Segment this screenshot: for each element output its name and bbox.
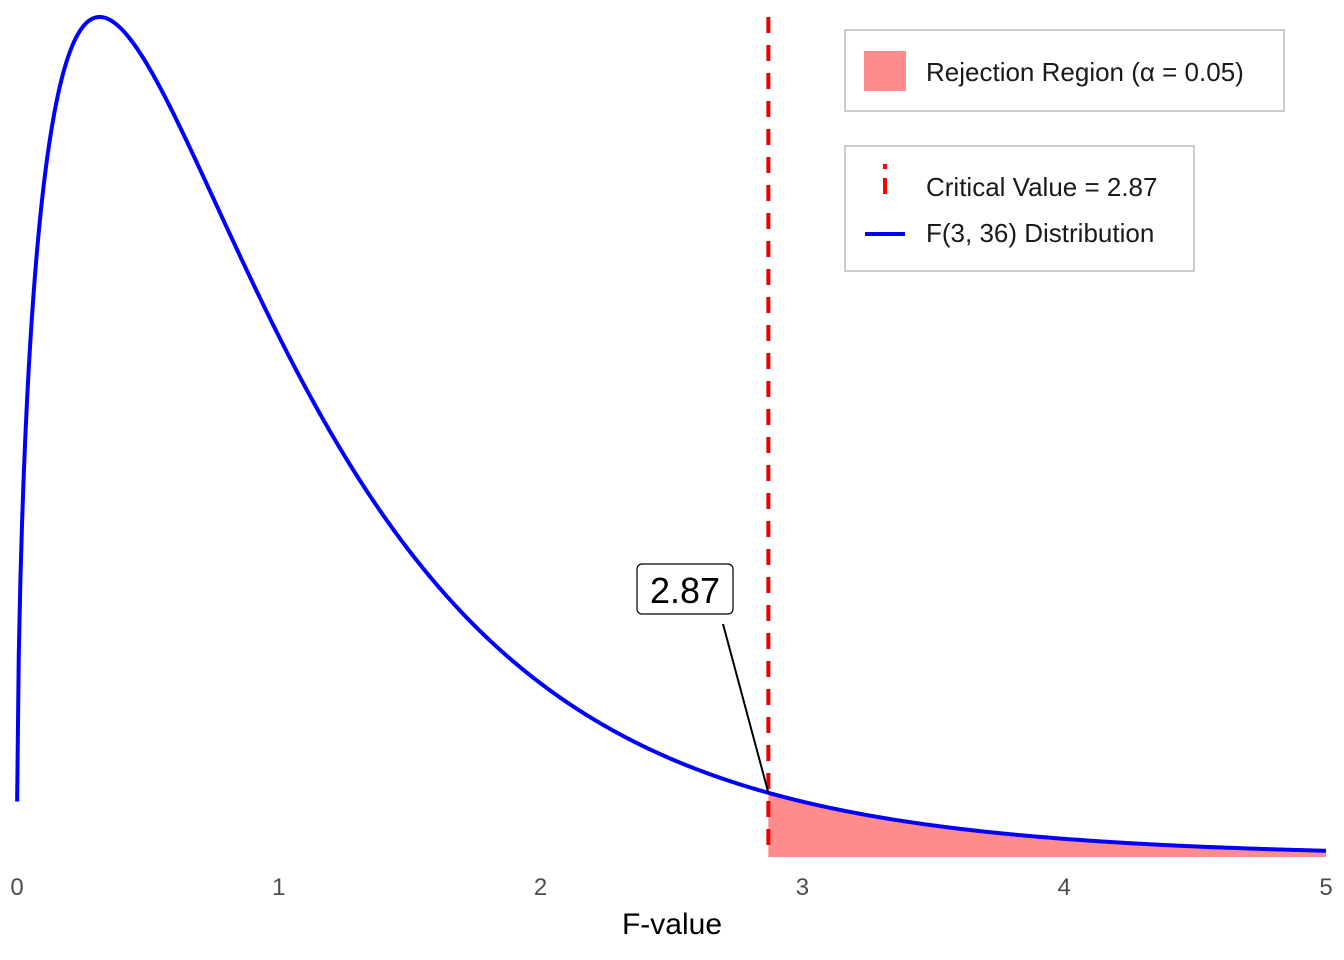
x-axis-title: F-value bbox=[622, 908, 722, 941]
x-axis-tick-labels: 0 1 2 3 4 5 bbox=[10, 874, 1332, 901]
rejection-region-legend-key bbox=[864, 51, 906, 91]
x-tick-label: 4 bbox=[1058, 874, 1071, 901]
rejection-region-fill bbox=[768, 792, 1326, 857]
legend-box bbox=[844, 145, 1195, 272]
critical-value-annotation-box bbox=[636, 563, 734, 615]
x-tick-label: 3 bbox=[796, 874, 809, 901]
critical-value-legend-label: Critical Value = 2.87 bbox=[926, 172, 1157, 202]
x-tick-label: 0 bbox=[10, 874, 23, 901]
annotation-leader-line bbox=[722, 623, 770, 794]
legend-box bbox=[844, 29, 1285, 112]
legend-lines: Critical Value = 2.87 F(3, 36) Distribut… bbox=[844, 145, 1195, 272]
critical-value-annotation: 2.87 bbox=[650, 570, 720, 611]
x-tick-label: 2 bbox=[534, 874, 547, 901]
legend-rejection-region: Rejection Region (α = 0.05) bbox=[844, 29, 1285, 112]
rejection-region-legend-label: Rejection Region (α = 0.05) bbox=[926, 57, 1244, 87]
x-tick-label: 1 bbox=[272, 874, 285, 901]
distribution-legend-label: F(3, 36) Distribution bbox=[926, 218, 1154, 248]
x-tick-label: 5 bbox=[1319, 874, 1332, 901]
plot-area: 2.87 bbox=[15, 15, 1327, 857]
f-distribution-curve bbox=[15, 15, 1327, 853]
